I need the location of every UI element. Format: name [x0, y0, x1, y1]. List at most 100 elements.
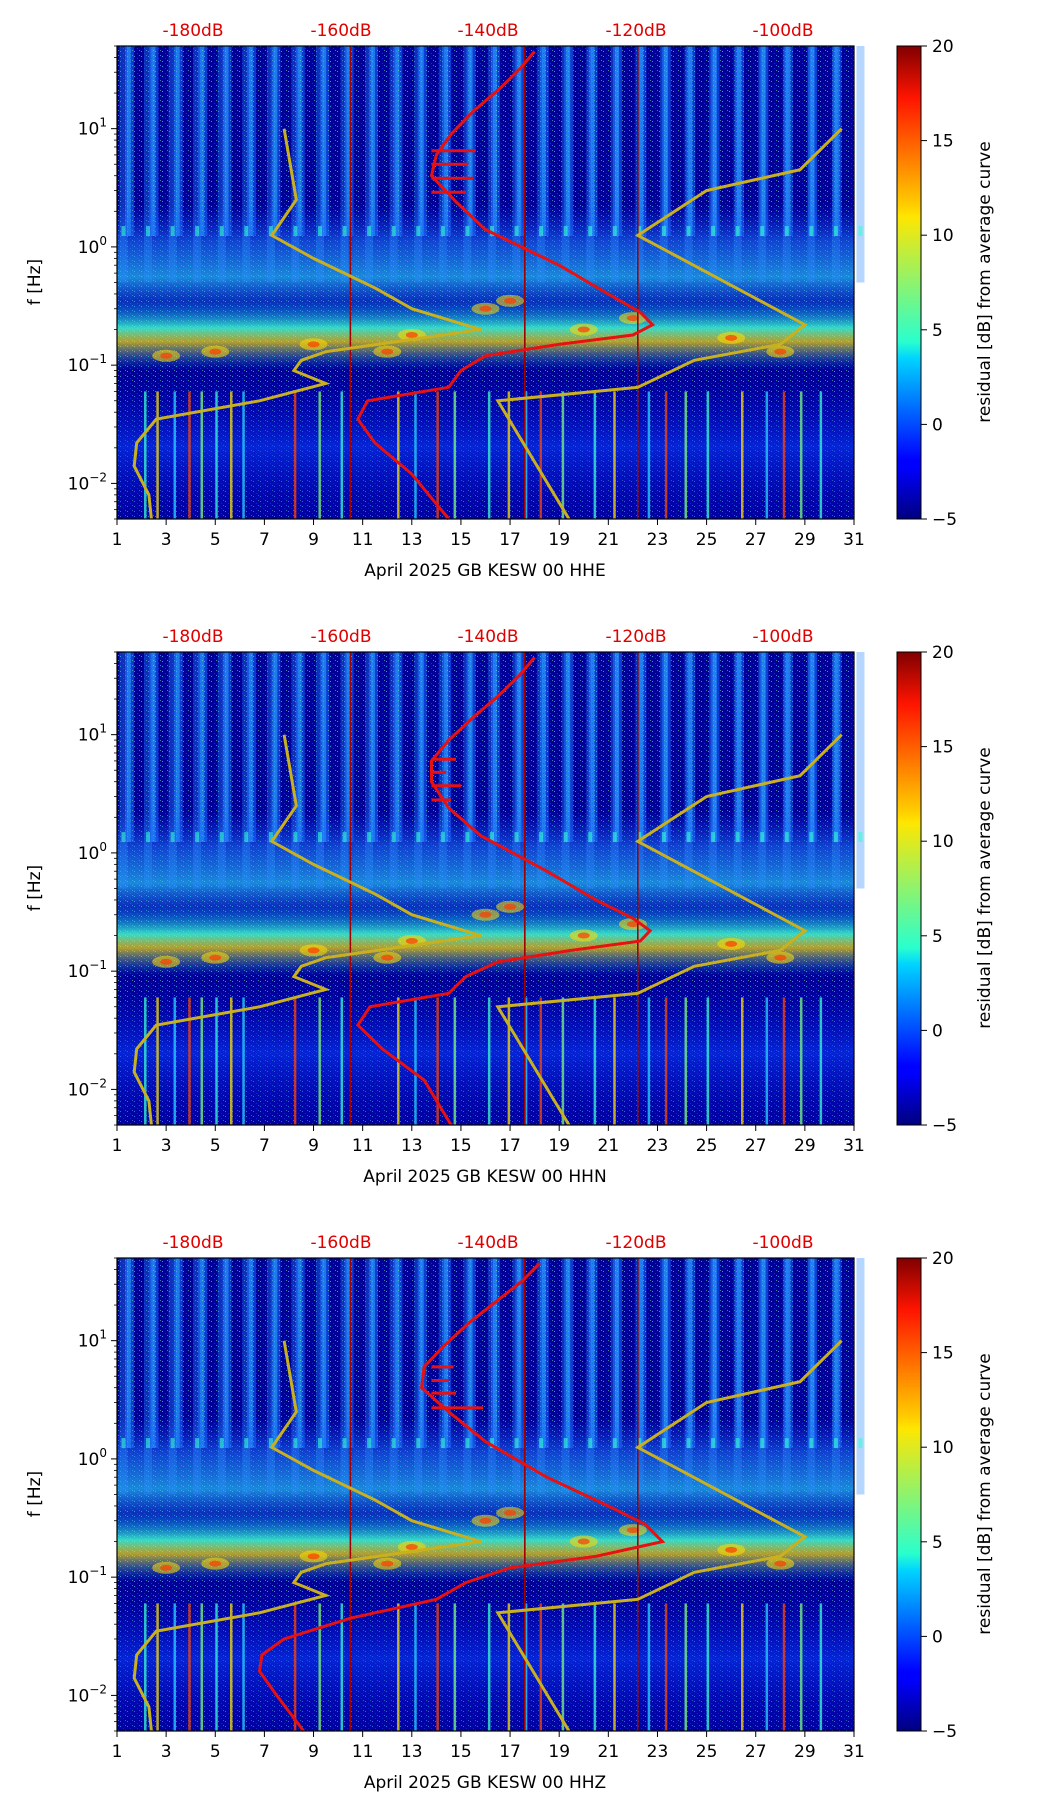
y-tick-label: 10−1: [68, 352, 107, 376]
colorbar-tick-label: −5: [932, 1722, 957, 1742]
x-axis-label: April 2025 GB KESW 00 HHN: [363, 1167, 606, 1187]
average-psd-curve: [356, 50, 656, 520]
colorbar-tick-label: 15: [932, 132, 954, 152]
noise-model-low-curve: [132, 734, 482, 1126]
db-label: -120dB: [605, 1233, 666, 1253]
x-tick-label: 21: [598, 530, 620, 550]
x-tick-label: 11: [352, 1742, 374, 1762]
x-tick-label: 7: [259, 1136, 270, 1156]
colorbar-tick-label: 20: [932, 643, 954, 663]
colorbar-tick-label: 10: [932, 1438, 954, 1458]
x-tick-label: 11: [352, 1136, 374, 1156]
y-tick-label: 10−2: [68, 1076, 107, 1100]
x-tick-label: 23: [647, 1136, 669, 1156]
x-tick-label: 1: [112, 530, 123, 550]
x-tick-label: 21: [598, 1742, 620, 1762]
x-tick-label: 25: [696, 1742, 718, 1762]
axis-ticks: 1 3 5 7 9 11 13 15 17 19 21 23 25 27 29 3110110010−110−…: [68, 651, 865, 1156]
noise-model-low-curve: [132, 128, 482, 520]
x-tick-label: 25: [696, 1136, 718, 1156]
y-tick-label: 101: [78, 722, 107, 746]
x-tick-label: 31: [843, 1136, 865, 1156]
x-tick-label: 25: [696, 530, 718, 550]
colorbar-tick-label: −5: [932, 510, 957, 530]
x-tick-label: 17: [499, 530, 521, 550]
noise-model-high-curve: [495, 1339, 843, 1732]
colorbar-label: residual [dB] from average curve: [975, 1353, 995, 1634]
colorbar-tick-label: 10: [932, 832, 954, 852]
db-label: -140dB: [457, 627, 518, 647]
colorbar-tick-label: 20: [932, 37, 954, 57]
y-axis-label: f [Hz]: [25, 259, 45, 305]
x-tick-label: 17: [499, 1136, 521, 1156]
colorbar-tick-label: 15: [932, 1344, 954, 1364]
db-label: -100dB: [752, 1233, 813, 1253]
noise-model-high-curve: [495, 127, 843, 520]
x-tick-label: 15: [450, 1742, 472, 1762]
x-tick-label: 27: [745, 530, 767, 550]
x-tick-label: 9: [308, 1742, 319, 1762]
x-tick-label: 23: [647, 1742, 669, 1762]
overlay-lines: [132, 652, 843, 1126]
overlay-lines: [132, 1258, 843, 1732]
x-tick-label: 29: [794, 530, 816, 550]
y-tick-label: 100: [78, 234, 107, 258]
plot-area: [117, 46, 865, 519]
db-label: -180dB: [162, 1233, 223, 1253]
y-tick-label: 101: [78, 1328, 107, 1352]
y-tick-label: 10−1: [68, 1564, 107, 1588]
db-label: -140dB: [457, 21, 518, 41]
colorbar-tick-label: 5: [932, 927, 943, 947]
colorbar-tick-label: −5: [932, 1116, 957, 1136]
x-tick-label: 19: [548, 530, 570, 550]
x-tick-label: 29: [794, 1136, 816, 1156]
x-tick-label: 19: [548, 1136, 570, 1156]
plot-area: [117, 652, 865, 1125]
x-tick-label: 31: [843, 530, 865, 550]
x-tick-label: 7: [259, 1742, 270, 1762]
db-label: -180dB: [162, 627, 223, 647]
colorbar-tick-label: 10: [932, 226, 954, 246]
colorbar: 20 15 10 5 0 −5 residual [dB] from average cu…: [896, 37, 995, 530]
x-tick-label: 17: [499, 1742, 521, 1762]
db-label: -160dB: [310, 21, 371, 41]
db-label: -160dB: [310, 1233, 371, 1253]
y-tick-label: 10−1: [68, 958, 107, 982]
colorbar-tick-label: 0: [932, 1021, 943, 1041]
db-label: -140dB: [457, 1233, 518, 1253]
x-tick-label: 27: [745, 1136, 767, 1156]
colorbar-tick-label: 5: [932, 321, 943, 341]
x-tick-label: 15: [450, 530, 472, 550]
db-label: -100dB: [752, 21, 813, 41]
noise-model-high-curve: [495, 733, 843, 1126]
x-tick-label: 9: [308, 530, 319, 550]
y-tick-label: 100: [78, 840, 107, 864]
colorbar-label: residual [dB] from average curve: [975, 141, 995, 422]
x-tick-label: 5: [210, 1742, 221, 1762]
x-tick-label: 7: [259, 530, 270, 550]
x-tick-label: 31: [843, 1742, 865, 1762]
db-label: -180dB: [162, 21, 223, 41]
x-tick-label: 1: [112, 1136, 123, 1156]
db-label: -160dB: [310, 627, 371, 647]
x-tick-label: 3: [161, 1742, 172, 1762]
x-tick-label: 1: [112, 1742, 123, 1762]
colorbar-tick-label: 0: [932, 415, 943, 435]
x-tick-label: 11: [352, 530, 374, 550]
x-axis-label: April 2025 GB KESW 00 HHZ: [364, 1773, 606, 1793]
x-tick-label: 21: [598, 1136, 620, 1156]
x-tick-label: 3: [161, 1136, 172, 1156]
x-tick-label: 5: [210, 530, 221, 550]
db-label: -120dB: [605, 21, 666, 41]
colorbar-tick-label: 0: [932, 1627, 943, 1647]
noise-model-low-curve: [132, 1340, 482, 1732]
x-tick-label: 29: [794, 1742, 816, 1762]
y-tick-label: 10−2: [68, 1682, 107, 1706]
x-tick-label: 13: [401, 1742, 423, 1762]
x-tick-label: 19: [548, 1742, 570, 1762]
x-tick-label: 27: [745, 1742, 767, 1762]
average-psd-curve: [257, 1262, 666, 1732]
